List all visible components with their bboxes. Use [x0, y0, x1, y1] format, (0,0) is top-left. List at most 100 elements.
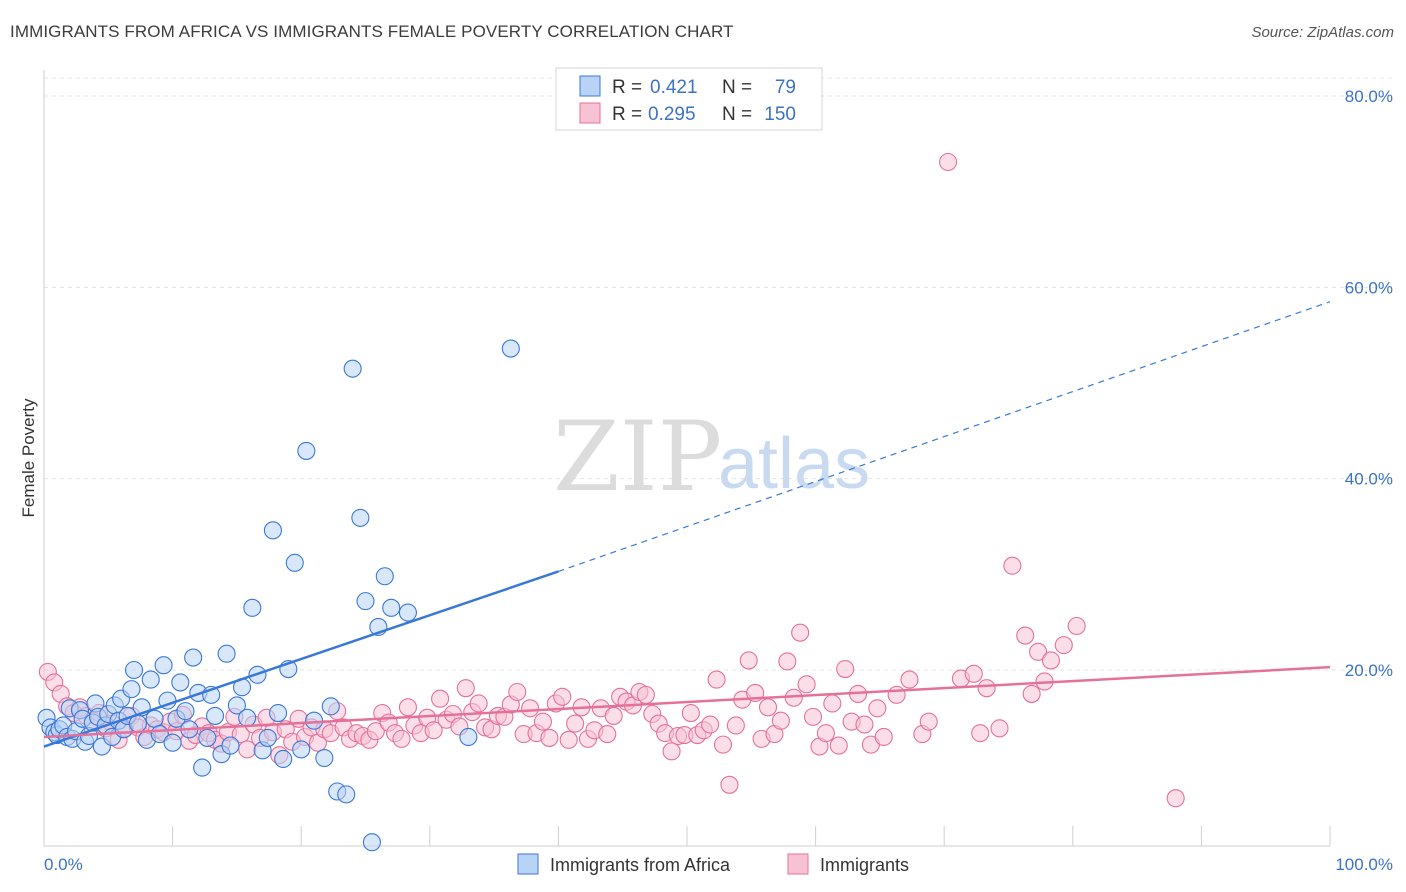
immigrants-point-88 [604, 706, 623, 725]
africa-point-64 [305, 711, 324, 730]
immigrants-point-131 [887, 685, 906, 704]
bottom-legend-swatch-immigrants [787, 853, 809, 875]
x-tick-marks [43, 826, 1331, 846]
immigrants-point-141 [1029, 642, 1048, 661]
y-tick-label-80: 80.0% [1345, 87, 1393, 106]
immigrants-point-97 [662, 742, 681, 761]
y-tick-label-20: 20.0% [1345, 661, 1393, 680]
africa-point-77 [459, 727, 478, 747]
immigrants-point-138 [977, 679, 996, 698]
africa-point-48 [217, 644, 236, 663]
africa-point-50 [227, 696, 246, 715]
immigrants-point-115 [778, 652, 797, 671]
immigrants-point-93 [636, 685, 655, 704]
immigrants-point-137 [964, 664, 983, 683]
africa-point-65 [315, 748, 334, 768]
immigrants-point-61 [431, 689, 450, 708]
immigrants-point-129 [868, 699, 887, 718]
trend-lines [43, 301, 1331, 748]
africa-point-63 [297, 441, 316, 460]
immigrants-point-147 [1022, 684, 1041, 703]
africa-point-72 [375, 567, 394, 586]
africa-point-34 [154, 656, 173, 675]
trend-line-africa [43, 570, 559, 748]
watermark-zip: ZIP [553, 401, 722, 513]
correlation-legend: R = 0.421 N = 79 R = 0.295 N = 150 [555, 67, 823, 131]
africa-point-52 [238, 708, 257, 727]
immigrants-point-65 [456, 679, 475, 698]
immigrants-point-118 [797, 675, 816, 694]
immigrants-point-142 [1041, 651, 1060, 670]
africa-point-59 [274, 749, 293, 769]
y-tick-label-40: 40.0% [1345, 470, 1393, 489]
immigrants-point-100 [681, 703, 700, 723]
africa-point-31 [141, 670, 160, 689]
immigrants-point-124 [836, 659, 855, 679]
immigrants-point-117 [791, 623, 810, 642]
legend-swatch-immigrants [579, 102, 601, 124]
africa-point-62 [292, 740, 311, 759]
africa-point-70 [356, 592, 375, 611]
africa-point-58 [269, 703, 288, 723]
immigrants-point-55 [392, 729, 411, 748]
series-africa-points [37, 339, 520, 852]
bottom-legend-label-africa: Immigrants from Africa [550, 855, 731, 875]
bottom-legend: Immigrants from Africa Immigrants [517, 853, 909, 875]
africa-point-61 [285, 553, 304, 572]
africa-point-53 [243, 598, 262, 617]
legend-r-label-1: R = [612, 77, 642, 98]
immigrants-point-143 [1054, 636, 1073, 655]
immigrants-point-114 [771, 711, 790, 730]
immigrants-point-132 [900, 670, 919, 689]
immigrants-point-127 [855, 715, 874, 734]
africa-point-36 [163, 733, 182, 752]
immigrants-point-87 [598, 725, 617, 744]
trend-line-africa-extension [558, 301, 1331, 573]
immigrants-point-105 [713, 735, 733, 754]
immigrants-point-119 [803, 707, 823, 726]
immigrants-point-145 [990, 719, 1009, 738]
immigrants-point-146 [971, 724, 990, 743]
africa-point-78 [501, 339, 520, 358]
immigrants-point-51 [366, 722, 385, 741]
immigrants-point-122 [823, 694, 842, 713]
immigrants-point-121 [816, 724, 835, 743]
immigrants-point-149 [1166, 789, 1185, 808]
immigrants-point-106 [720, 775, 739, 794]
africa-point-75 [362, 833, 381, 852]
trend-line-immigrants [43, 665, 1331, 739]
bottom-legend-swatch-africa [517, 853, 539, 875]
immigrants-point-78 [540, 728, 559, 747]
africa-point-39 [176, 702, 195, 721]
immigrants-point-67 [469, 694, 488, 713]
immigrants-point-130 [874, 727, 893, 747]
bottom-legend-label-immigrants: Immigrants [820, 855, 909, 875]
africa-point-73 [382, 598, 401, 617]
africa-point-56 [258, 728, 277, 747]
immigrants-point-104 [707, 670, 726, 689]
immigrants-point-109 [739, 651, 758, 670]
immigrants-point-139 [1003, 556, 1022, 575]
africa-point-27 [124, 660, 144, 680]
legend-n-label-2: N = [722, 104, 752, 125]
immigrants-point-82 [566, 714, 585, 733]
africa-point-46 [205, 706, 225, 725]
immigrants-point-75 [521, 699, 540, 718]
immigrants-point-107 [726, 716, 745, 735]
legend-r-value-1: 0.421 [650, 77, 698, 98]
immigrants-point-140 [1016, 626, 1035, 645]
africa-point-76 [398, 603, 417, 622]
y-tick-labels: 20.0% 40.0% 60.0% 80.0% [1345, 87, 1393, 680]
africa-point-68 [337, 785, 356, 804]
y-axis-label: Female Poverty [19, 398, 38, 518]
grid-lines [44, 77, 1393, 671]
immigrants-point-56 [398, 698, 417, 717]
immigrants-point-103 [701, 715, 720, 734]
y-tick-label-60: 60.0% [1345, 278, 1393, 297]
immigrants-point-81 [559, 730, 578, 749]
immigrants-point-73 [508, 682, 527, 702]
immigrants-point-135 [939, 152, 958, 172]
watermark-atlas: atlas [718, 424, 870, 504]
immigrants-point-77 [533, 712, 553, 731]
legend-r-value-2: 0.295 [648, 104, 696, 125]
